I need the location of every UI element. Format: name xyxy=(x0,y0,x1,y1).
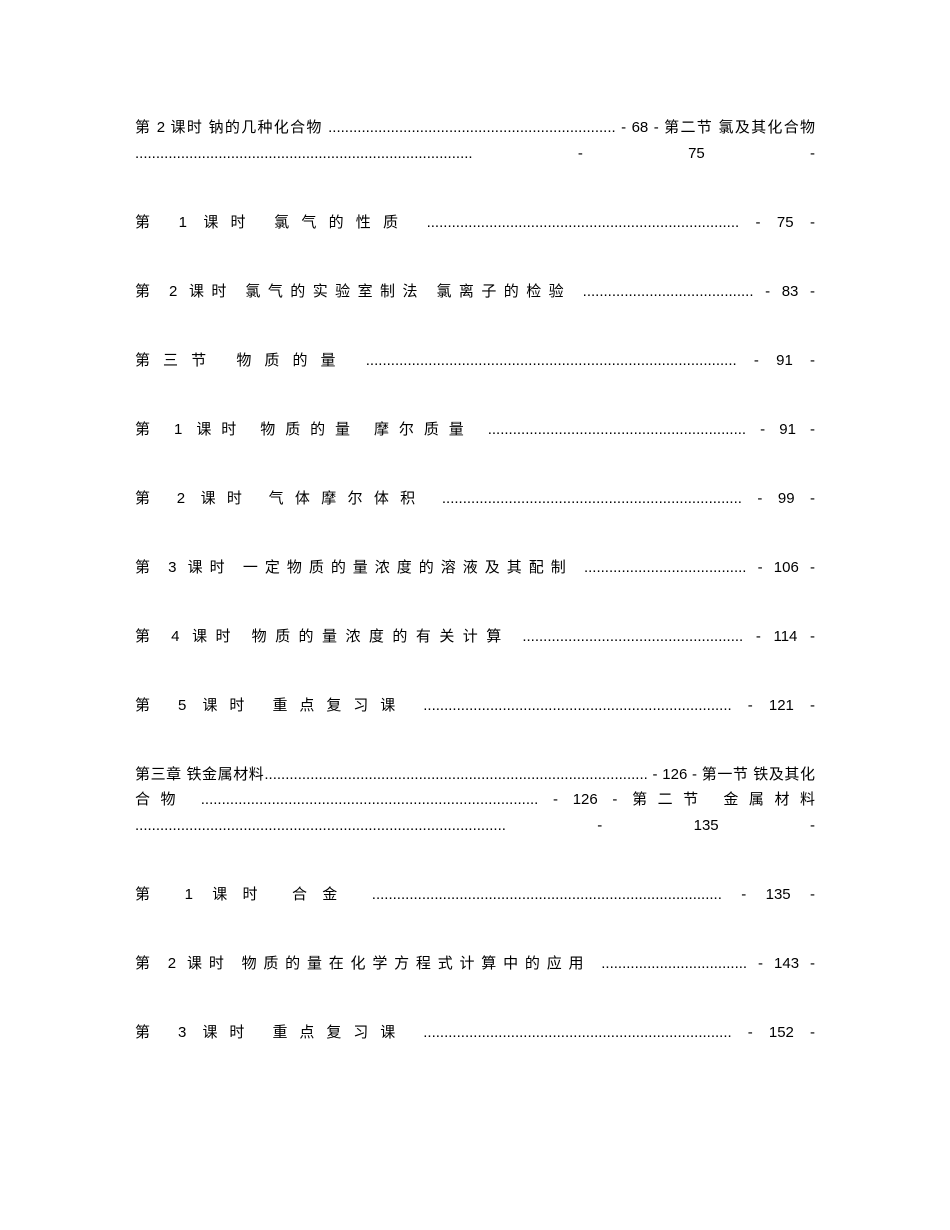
toc-entry: 第 2 课时 钠的几种化合物 .........................… xyxy=(135,115,815,192)
toc-entry: 第 5 课时 重点复习课 ...........................… xyxy=(135,693,815,744)
toc-container: 第 2 课时 钠的几种化合物 .........................… xyxy=(135,115,815,1071)
toc-entry: 第 1 课时 合金 ..............................… xyxy=(135,882,815,933)
toc-entry: 第 1 课时 氯气的性质 ...........................… xyxy=(135,210,815,261)
toc-entry: 第 2 课时 气体摩尔体积 ..........................… xyxy=(135,486,815,537)
toc-entry: 第 3 课时 一定物质的量浓度的溶液及其配制 .................… xyxy=(135,555,815,606)
toc-entry: 第 3 课时 重点复习课 ...........................… xyxy=(135,1020,815,1071)
toc-entry: 第三节 物质的量 ...............................… xyxy=(135,348,815,399)
toc-entry: 第 4 课时 物质的量浓度的有关计算 .....................… xyxy=(135,624,815,675)
toc-entry: 第 2 课时 氯气的实验室制法 氯离子的检验 .................… xyxy=(135,279,815,330)
toc-entry: 第 2 课时 物质的量在化学方程式计算中的应用 ................… xyxy=(135,951,815,1002)
toc-entry: 第 1 课时 物质的量 摩尔质量 .......................… xyxy=(135,417,815,468)
toc-entry: 第三章 铁金属材料...............................… xyxy=(135,762,815,864)
